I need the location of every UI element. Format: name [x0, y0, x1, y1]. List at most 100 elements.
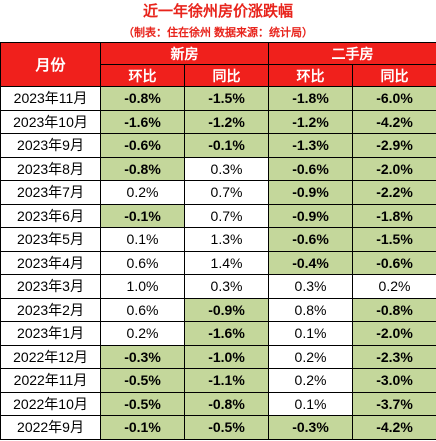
table-row: 2023年11月 -0.8% -1.5% -1.8% -6.0%: [0, 86, 436, 111]
second-hand-mom-cell: 0.2%: [268, 368, 353, 393]
new-yoy-cell: 0.7%: [184, 203, 269, 228]
second-hand-mom-cell: -0.3%: [268, 415, 353, 440]
table-row: 2022年10月 -0.5% -0.8% 0.1% -3.7%: [0, 391, 436, 416]
new-yoy-cell: -0.5%: [184, 415, 269, 440]
sheet-title: 近一年徐州房价涨跌幅: [142, 3, 293, 20]
second-hand-yoy-cell: -3.7%: [352, 391, 436, 416]
table-row: 2022年12月 -0.3% -1.0% 0.2% -2.3%: [0, 344, 436, 369]
second-hand-mom-cell: 0.1%: [268, 391, 353, 416]
second-hand-mom-cell: -1.8%: [268, 86, 353, 111]
new-yoy-cell: -1.2%: [184, 109, 269, 134]
table-row: 2022年9月 -0.1% -0.5% -0.3% -4.2%: [0, 415, 436, 440]
table-row: 2023年3月 1.0% 0.3% 0.3% 0.2%: [0, 274, 436, 299]
table-row: 2023年4月 0.6% 1.4% -0.4% -0.6%: [0, 250, 436, 275]
second-hand-yoy-cell: -2.3%: [352, 344, 436, 369]
second-hand-mom-cell: 0.1%: [268, 321, 353, 346]
new-yoy-cell: -0.1%: [184, 133, 269, 158]
new-yoy-cell: 0.7%: [184, 180, 269, 205]
second-hand-yoy-cell: -3.0%: [352, 368, 436, 393]
table-row: 2023年10月 -1.6% -1.2% -1.2% -4.2%: [0, 109, 436, 134]
new-yoy-header: 同比: [184, 64, 269, 87]
second-hand-yoy-cell: -6.0%: [352, 86, 436, 111]
new-mom-cell: 0.6%: [100, 250, 185, 275]
second-hand-mom-cell: -0.9%: [268, 203, 353, 228]
new-house-group-header: 新房: [100, 42, 269, 65]
new-mom-cell: -0.3%: [100, 344, 185, 369]
second-hand-yoy-cell: -2.0%: [352, 321, 436, 346]
new-yoy-cell: -1.6%: [184, 321, 269, 346]
sheet-subtitle: （制表：住在徐州 数据来源：统计局）: [122, 27, 314, 39]
month-cell: 2023年7月: [0, 180, 101, 205]
new-yoy-cell: -0.9%: [184, 297, 269, 322]
second-hand-yoy-cell: -4.2%: [352, 109, 436, 134]
table-row: 2023年6月 -0.1% 0.7% -0.9% -1.8%: [0, 203, 436, 228]
month-cell: 2022年9月: [0, 415, 101, 440]
new-mom-cell: 0.1%: [100, 227, 185, 252]
new-mom-cell: -0.5%: [100, 391, 185, 416]
new-yoy-cell: -1.5%: [184, 86, 269, 111]
second-hand-mom-cell: -1.2%: [268, 109, 353, 134]
second-hand-yoy-cell: -1.8%: [352, 203, 436, 228]
new-yoy-cell: 0.3%: [184, 156, 269, 181]
second-hand-mom-cell: 0.3%: [268, 274, 353, 299]
second-hand-yoy-cell: -0.8%: [352, 297, 436, 322]
table-row: 2023年9月 -0.6% -0.1% -1.3% -2.9%: [0, 133, 436, 158]
month-cell: 2023年6月: [0, 203, 101, 228]
month-cell: 2023年3月: [0, 274, 101, 299]
month-cell: 2023年5月: [0, 227, 101, 252]
second-hand-yoy-cell: -4.2%: [352, 415, 436, 440]
second-hand-yoy-cell: -2.0%: [352, 156, 436, 181]
second-hand-yoy-cell: -0.6%: [352, 250, 436, 275]
second-hand-yoy-cell: -1.5%: [352, 227, 436, 252]
new-mom-cell: 0.2%: [100, 321, 185, 346]
table-row: 2023年1月 0.2% -1.6% 0.1% -2.0%: [0, 321, 436, 346]
month-cell: 2023年11月: [0, 86, 101, 111]
second-hand-mom-cell: -0.6%: [268, 156, 353, 181]
month-cell: 2023年10月: [0, 109, 101, 134]
second-hand-mom-cell: 0.8%: [268, 297, 353, 322]
table-body: 2023年11月 -0.8% -1.5% -1.8% -6.0% 2023年10月 -1.6…: [0, 86, 436, 440]
new-mom-cell: -1.6%: [100, 109, 185, 134]
month-column-header: 月份: [0, 42, 101, 87]
month-cell: 2022年10月: [0, 391, 101, 416]
new-yoy-cell: 0.3%: [184, 274, 269, 299]
new-mom-cell: -0.1%: [100, 415, 185, 440]
new-mom-cell: 0.6%: [100, 297, 185, 322]
new-mom-cell: -0.8%: [100, 156, 185, 181]
table-row: 2023年7月 0.2% 0.7% -0.9% -2.2%: [0, 180, 436, 205]
second-hand-group-header: 二手房: [268, 42, 436, 65]
second-hand-yoy-cell: -2.2%: [352, 180, 436, 205]
month-cell: 2023年8月: [0, 156, 101, 181]
second-hand-yoy-cell: -2.9%: [352, 133, 436, 158]
second-hand-mom-cell: -0.6%: [268, 227, 353, 252]
second-hand-mom-cell: -0.4%: [268, 250, 353, 275]
new-yoy-cell: -1.1%: [184, 368, 269, 393]
second-hand-yoy-header: 同比: [352, 64, 436, 87]
table-row: 2023年2月 0.6% -0.9% 0.8% -0.8%: [0, 297, 436, 322]
new-mom-cell: 1.0%: [100, 274, 185, 299]
new-mom-cell: -0.1%: [100, 203, 185, 228]
second-hand-mom-cell: 0.2%: [268, 344, 353, 369]
month-cell: 2022年11月: [0, 368, 101, 393]
month-cell: 2023年4月: [0, 250, 101, 275]
new-mom-cell: -0.5%: [100, 368, 185, 393]
new-mom-cell: -0.6%: [100, 133, 185, 158]
price-change-table: 月份 新房 二手房 环比 同比 环比 同比 2023年11月 -0.8% -1.5%…: [0, 42, 436, 440]
new-mom-cell: -0.8%: [100, 86, 185, 111]
new-yoy-cell: -1.0%: [184, 344, 269, 369]
month-cell: 2023年2月: [0, 297, 101, 322]
new-yoy-cell: 1.4%: [184, 250, 269, 275]
second-hand-mom-cell: -1.3%: [268, 133, 353, 158]
second-hand-mom-cell: -0.9%: [268, 180, 353, 205]
table-row: 2023年5月 0.1% 1.3% -0.6% -1.5%: [0, 227, 436, 252]
table-row: 2022年11月 -0.5% -1.1% 0.2% -3.0%: [0, 368, 436, 393]
new-mom-cell: 0.2%: [100, 180, 185, 205]
new-yoy-cell: 1.3%: [184, 227, 269, 252]
new-yoy-cell: -0.8%: [184, 391, 269, 416]
month-cell: 2022年12月: [0, 344, 101, 369]
second-hand-yoy-cell: 0.2%: [352, 274, 436, 299]
new-mom-header: 环比: [100, 64, 185, 87]
second-hand-mom-header: 环比: [268, 64, 353, 87]
month-cell: 2023年9月: [0, 133, 101, 158]
